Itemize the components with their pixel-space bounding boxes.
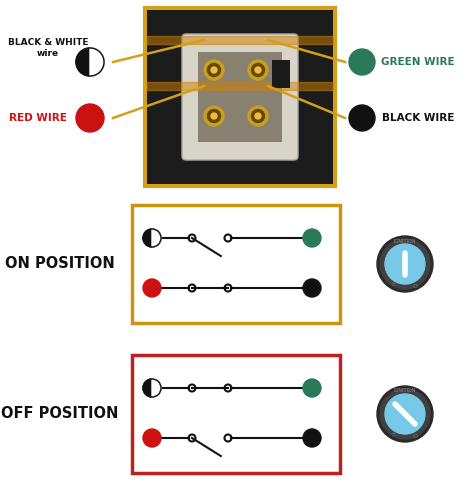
Circle shape bbox=[252, 110, 264, 123]
Circle shape bbox=[255, 67, 261, 73]
Text: IGNITION: IGNITION bbox=[394, 388, 416, 393]
Circle shape bbox=[204, 60, 224, 80]
Circle shape bbox=[349, 105, 375, 131]
Text: ON POSITION: ON POSITION bbox=[5, 257, 115, 272]
Wedge shape bbox=[152, 229, 161, 247]
Circle shape bbox=[377, 386, 433, 442]
Circle shape bbox=[208, 63, 220, 76]
Circle shape bbox=[349, 49, 375, 75]
Text: OFF POSITION: OFF POSITION bbox=[1, 406, 118, 422]
Circle shape bbox=[248, 106, 268, 126]
FancyArrow shape bbox=[147, 82, 333, 90]
Text: O: O bbox=[412, 284, 418, 289]
Circle shape bbox=[380, 239, 430, 289]
FancyArrow shape bbox=[147, 36, 333, 44]
Circle shape bbox=[377, 236, 433, 292]
Text: IGNITION: IGNITION bbox=[394, 238, 416, 243]
Bar bbox=[272, 60, 290, 88]
Circle shape bbox=[211, 113, 217, 119]
Circle shape bbox=[380, 389, 430, 439]
Circle shape bbox=[255, 113, 261, 119]
Circle shape bbox=[76, 48, 104, 76]
Bar bbox=[145, 8, 335, 186]
Circle shape bbox=[143, 229, 161, 247]
Text: ☆: ☆ bbox=[391, 432, 395, 437]
Circle shape bbox=[76, 104, 104, 132]
Circle shape bbox=[143, 279, 161, 297]
Circle shape bbox=[208, 110, 220, 123]
Text: BLACK & WHITE
wire: BLACK & WHITE wire bbox=[8, 38, 88, 58]
Text: BLACK WIRE: BLACK WIRE bbox=[382, 113, 454, 123]
Circle shape bbox=[211, 67, 217, 73]
Bar bbox=[147, 10, 333, 184]
Text: ☆: ☆ bbox=[391, 282, 395, 287]
Circle shape bbox=[303, 379, 321, 397]
Wedge shape bbox=[90, 48, 104, 76]
Circle shape bbox=[143, 379, 161, 397]
Text: O: O bbox=[412, 434, 418, 439]
Circle shape bbox=[385, 244, 425, 284]
Circle shape bbox=[248, 60, 268, 80]
Circle shape bbox=[252, 63, 264, 76]
Circle shape bbox=[303, 229, 321, 247]
Wedge shape bbox=[152, 379, 161, 397]
Circle shape bbox=[385, 394, 425, 434]
Circle shape bbox=[143, 429, 161, 447]
Text: GREEN WIRE: GREEN WIRE bbox=[381, 57, 455, 67]
Circle shape bbox=[204, 106, 224, 126]
Bar bbox=[132, 205, 340, 323]
FancyBboxPatch shape bbox=[182, 34, 298, 160]
Text: RED WIRE: RED WIRE bbox=[9, 113, 67, 123]
Bar bbox=[132, 355, 340, 473]
Bar bbox=[198, 52, 282, 142]
Circle shape bbox=[303, 429, 321, 447]
Circle shape bbox=[303, 279, 321, 297]
